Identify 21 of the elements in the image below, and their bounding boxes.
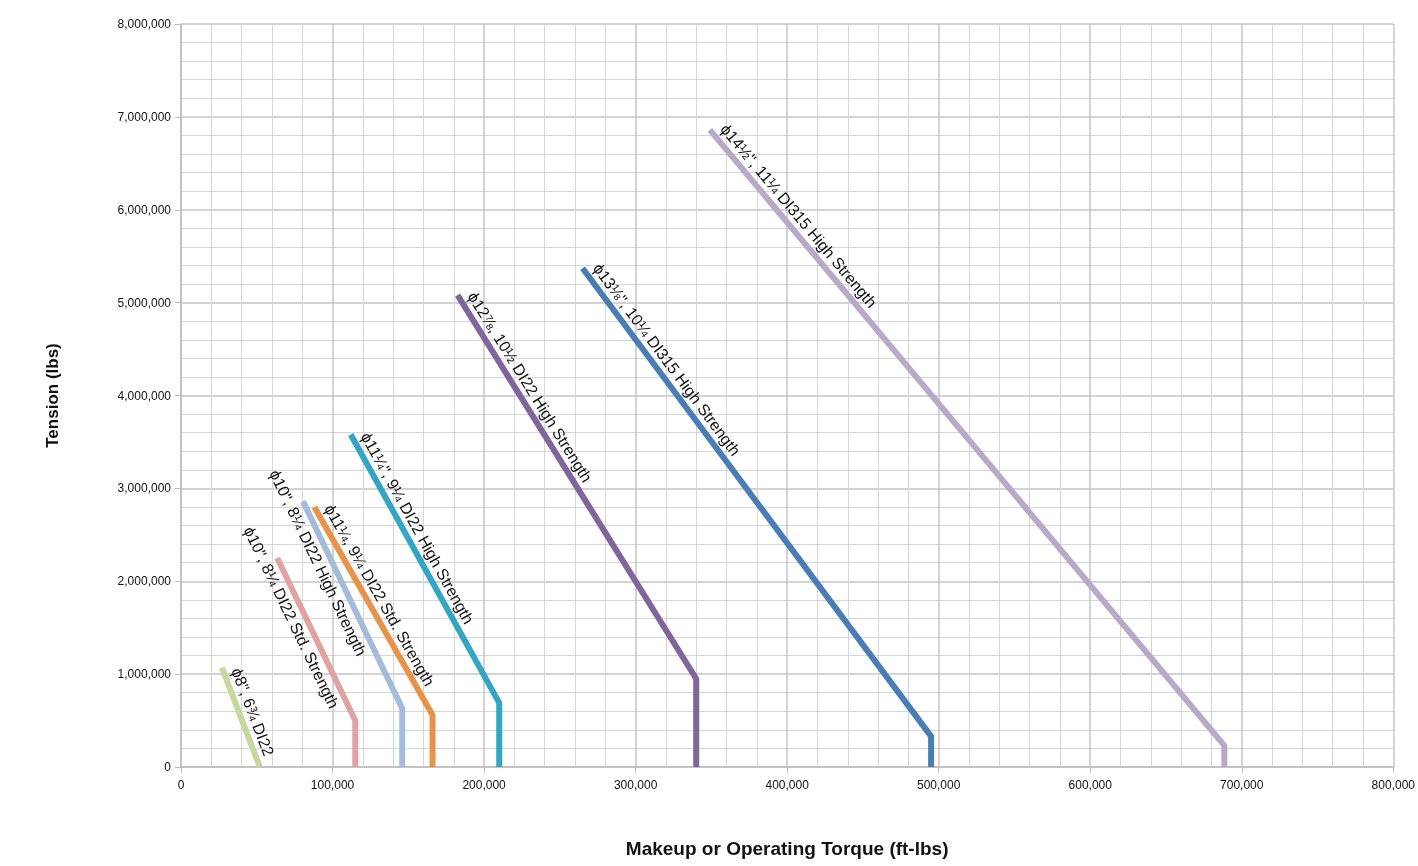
x-tick-label: 100,000 — [310, 778, 355, 792]
y-tick-label: 1,000,000 — [117, 667, 172, 682]
x-axis-title: Makeup or Operating Torque (ft-lbs) — [625, 838, 949, 859]
y-tick-label: 4,000,000 — [117, 388, 172, 403]
x-tick-label: 200,000 — [462, 778, 507, 792]
y-tick-label: 5,000,000 — [117, 295, 172, 310]
y-tick-label: 6,000,000 — [117, 202, 172, 217]
text: ϕ8", 6¾ DI22 — [228, 665, 278, 759]
y-axis-title: Tension (lbs) — [43, 343, 62, 448]
x-tick-label: 800,000 — [1371, 778, 1416, 792]
y-tick-label: 8,000,000 — [117, 17, 172, 31]
x-tick-label: 500,000 — [917, 778, 961, 792]
x-tick-label: 700,000 — [1220, 778, 1264, 792]
y-tick-label: 0 — [164, 760, 172, 774]
y-tick-label: 2,000,000 — [117, 574, 172, 589]
x-tick-label: 600,000 — [1068, 778, 1113, 792]
y-tick-label: 3,000,000 — [117, 481, 172, 496]
x-tick-label: 400,000 — [765, 778, 810, 792]
y-tick-label: 7,000,000 — [117, 109, 172, 124]
x-tick-label: 300,000 — [613, 778, 658, 792]
x-tick-label: 0 — [177, 778, 185, 792]
